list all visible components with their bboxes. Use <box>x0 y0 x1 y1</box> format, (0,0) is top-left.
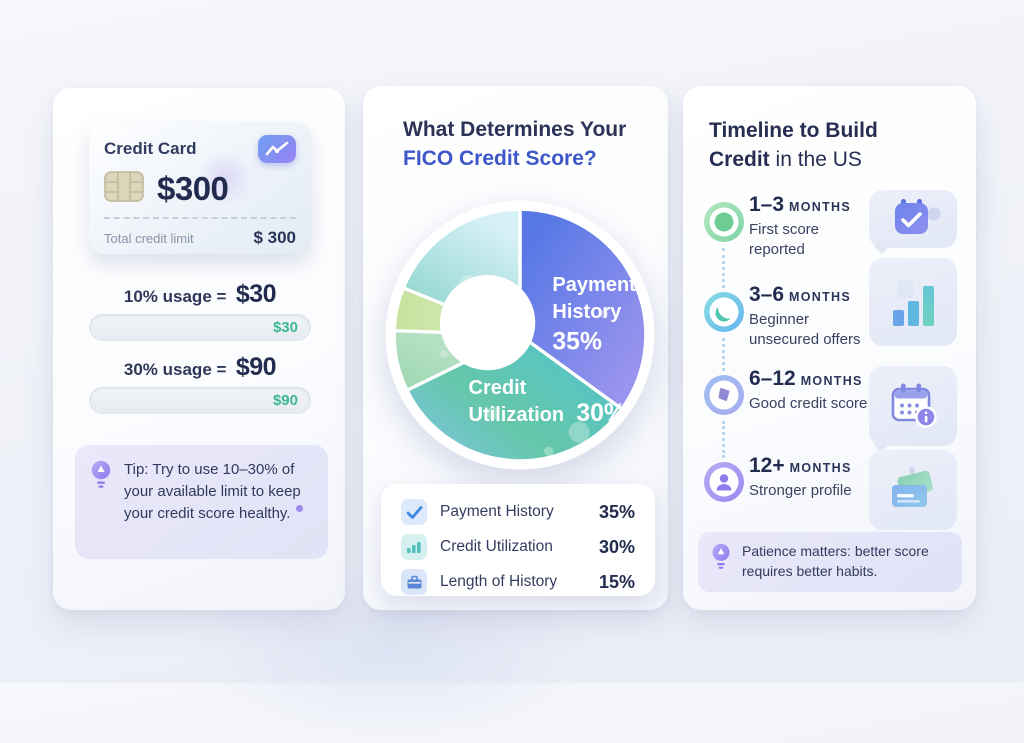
legend-row: Credit Utilization 30% <box>401 534 635 560</box>
tip-text: Tip: Try to use 10–30% of your available… <box>124 461 301 522</box>
payment-history-slice-label: Payment History 35% <box>552 274 641 355</box>
trend-line-icon <box>258 135 296 163</box>
progress-fill <box>89 387 196 414</box>
card-amount: $300 <box>157 170 229 207</box>
decorative-dot <box>296 505 303 512</box>
milestone-description: Beginner unsecured offers <box>749 311 861 348</box>
note-text: Patience matters: better score requires … <box>742 543 929 579</box>
milestone-unit: MONTHS <box>789 461 852 475</box>
legend-label: Length of History <box>440 573 558 590</box>
bar-chart-icon <box>869 258 957 346</box>
timeline-connector <box>722 421 725 458</box>
legend-label: Payment History <box>440 503 554 520</box>
milestone-item: 6–12 MONTHS Good credit score <box>749 367 871 414</box>
milestone-range: 1–3 <box>749 193 785 216</box>
emv-chip-icon <box>104 171 144 207</box>
milestone-range: 3–6 <box>749 283 785 306</box>
fico-score-panel: What Determines Your FICO Credit Score? <box>363 86 668 610</box>
timeline-marker-pie-icon <box>702 373 746 417</box>
timeline-connector <box>722 248 725 288</box>
usage-amount: $90 <box>235 353 277 381</box>
usage-progress-bar: $90 <box>89 387 311 414</box>
usage-example-label: 30% usage = $90 <box>89 353 311 382</box>
infographic-credit-building: { "left_panel": { "card": { "title": "Cr… <box>0 0 1024 683</box>
title-bold-2: Credit <box>709 148 770 172</box>
legend-label: Credit Utilization <box>440 538 553 555</box>
milestone-item: 12+ MONTHS Stronger profile <box>749 454 871 501</box>
credit-card-panel: Credit Card $300 Total credit limit $ 30… <box>53 88 345 610</box>
title-line-2: FICO Credit Score? <box>403 146 597 170</box>
milestone-description: Stronger profile <box>749 482 852 499</box>
credit-card: Credit Card $300 Total credit limit $ 30… <box>89 122 311 254</box>
panel-title: Timeline to Build Credit in the US <box>709 116 878 175</box>
total-limit-label: Total credit limit <box>104 231 194 246</box>
card-title: Credit Card <box>104 139 197 158</box>
timeline-panel: Timeline to Build Credit in the US <box>683 86 976 610</box>
milestone-unit: MONTHS <box>789 200 852 214</box>
title-line-1: What Determines Your <box>403 118 627 141</box>
legend-value: 35% <box>598 501 635 522</box>
legend-value: 30% <box>598 536 635 557</box>
lightbulb-icon <box>708 542 734 577</box>
timeline-marker-dot-icon <box>702 200 746 244</box>
legend-value: 15% <box>598 571 635 592</box>
credit-cards-icon <box>869 450 957 530</box>
usage-progress-bar: $30 <box>89 314 311 341</box>
legend-row: Payment History 35% <box>401 499 635 525</box>
slice-payment-history <box>518 207 648 411</box>
milestone-unit: MONTHS <box>789 290 852 304</box>
milestone-item: 1–3 MONTHS First score reported <box>749 193 871 260</box>
milestone-unit: MONTHS <box>800 374 863 388</box>
score-badge-icon <box>869 190 957 248</box>
timeline-connector <box>722 338 725 371</box>
progress-value: $90 <box>272 392 298 409</box>
milestone-range: 12+ <box>749 454 785 477</box>
donut-hole <box>439 274 536 371</box>
chart-legend: Payment History 35% Credit Utilization 3… <box>381 484 655 596</box>
progress-value: $30 <box>272 319 298 336</box>
panel-title: What Determines Your FICO Credit Score? <box>403 116 626 174</box>
bar-chart-icon <box>401 534 427 560</box>
credit-utilization-slice-label: Credit Utilization 30% <box>469 377 626 427</box>
milestone-description: Good credit score <box>749 395 868 412</box>
timeline-marker-person-icon <box>702 460 746 504</box>
title-regular: in the US <box>769 148 862 172</box>
progress-fill <box>89 314 182 341</box>
total-limit-value: $ 300 <box>253 228 296 247</box>
timeline-marker-moon-icon <box>702 290 746 334</box>
slice-credit-utilization <box>405 333 624 463</box>
usage-example-label: 10% usage = $30 <box>89 280 311 309</box>
briefcase-icon <box>401 569 427 595</box>
tip-callout: Tip: Try to use 10–30% of your available… <box>75 445 328 559</box>
card-glow-decoration <box>197 150 253 206</box>
usage-equation: 30% usage = <box>123 360 227 379</box>
usage-equation: 10% usage = <box>123 287 227 306</box>
fico-donut-chart: Payment History 35% Credit Utilization 3… <box>377 192 663 478</box>
milestone-description: First score reported <box>749 221 820 258</box>
checkmark-icon <box>401 499 427 525</box>
milestone-range: 6–12 <box>749 367 796 390</box>
title-bold-1: Timeline to Build <box>709 119 878 142</box>
usage-amount: $30 <box>235 280 277 308</box>
note-callout: Patience matters: better score requires … <box>698 532 962 592</box>
calendar-info-icon <box>869 366 957 446</box>
milestone-item: 3–6 MONTHS Beginner unsecured offers <box>749 283 871 350</box>
lightbulb-icon <box>87 459 115 547</box>
dashed-divider <box>104 217 296 219</box>
legend-row: Length of History 15% <box>401 569 635 595</box>
